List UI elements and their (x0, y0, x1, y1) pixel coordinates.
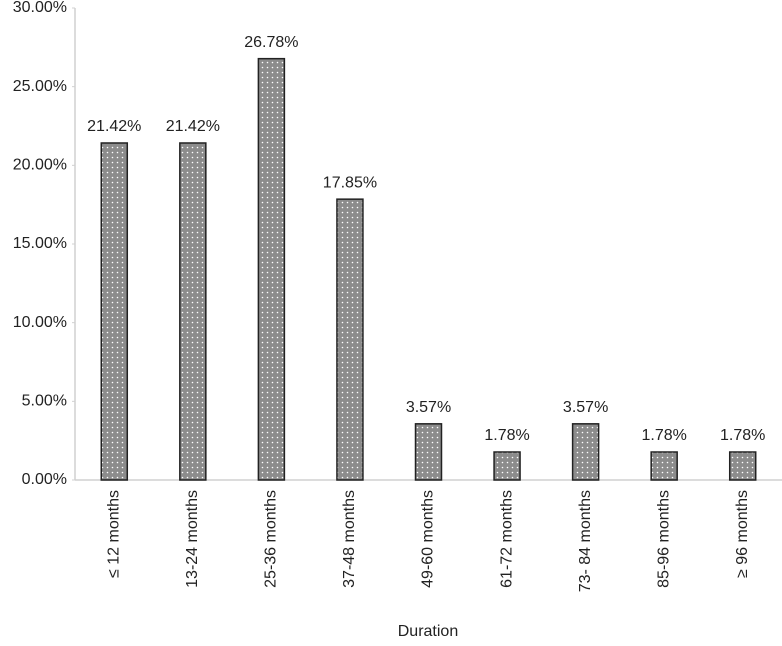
x-tick-label: 85-96 months (655, 490, 672, 588)
x-tick-label: 25-36 months (263, 490, 280, 588)
x-tick-label: 49-60 months (420, 490, 437, 588)
bar (728, 451, 757, 481)
x-tick-label: 13-24 months (184, 490, 201, 588)
value-label: 21.42% (87, 118, 141, 135)
x-axis-title: Duration (398, 623, 458, 640)
y-tick-label: 30.00% (13, 0, 67, 16)
value-label: 26.78% (244, 34, 298, 51)
y-tick-label: 5.00% (22, 393, 67, 410)
x-tick-label: ≥ 96 months (734, 490, 751, 578)
x-tick-label: 37-48 months (341, 490, 358, 588)
bar (100, 142, 129, 481)
bar (179, 142, 207, 481)
x-tick-label: 73- 84 months (577, 490, 594, 592)
y-tick-label: 15.00% (13, 235, 67, 252)
x-tick-label: ≤ 12 months (105, 490, 122, 578)
value-label: 1.78% (720, 427, 765, 444)
value-label: 3.57% (563, 399, 608, 416)
bar (650, 451, 678, 481)
y-tick-label: 20.00% (13, 157, 67, 174)
y-tick-label: 25.00% (13, 78, 67, 95)
bar (336, 198, 364, 481)
value-label: 3.57% (406, 399, 451, 416)
x-tick-label: 61-72 months (498, 490, 515, 588)
value-label: 17.85% (323, 174, 377, 191)
bar (257, 57, 286, 481)
bar (414, 423, 443, 481)
value-label: 1.78% (641, 427, 686, 444)
y-tick-label: 0.00% (22, 471, 67, 488)
bar (571, 423, 600, 481)
value-label: 1.78% (484, 427, 529, 444)
bar (493, 451, 521, 481)
y-tick-label: 10.00% (13, 314, 67, 331)
value-label: 21.42% (166, 118, 220, 135)
